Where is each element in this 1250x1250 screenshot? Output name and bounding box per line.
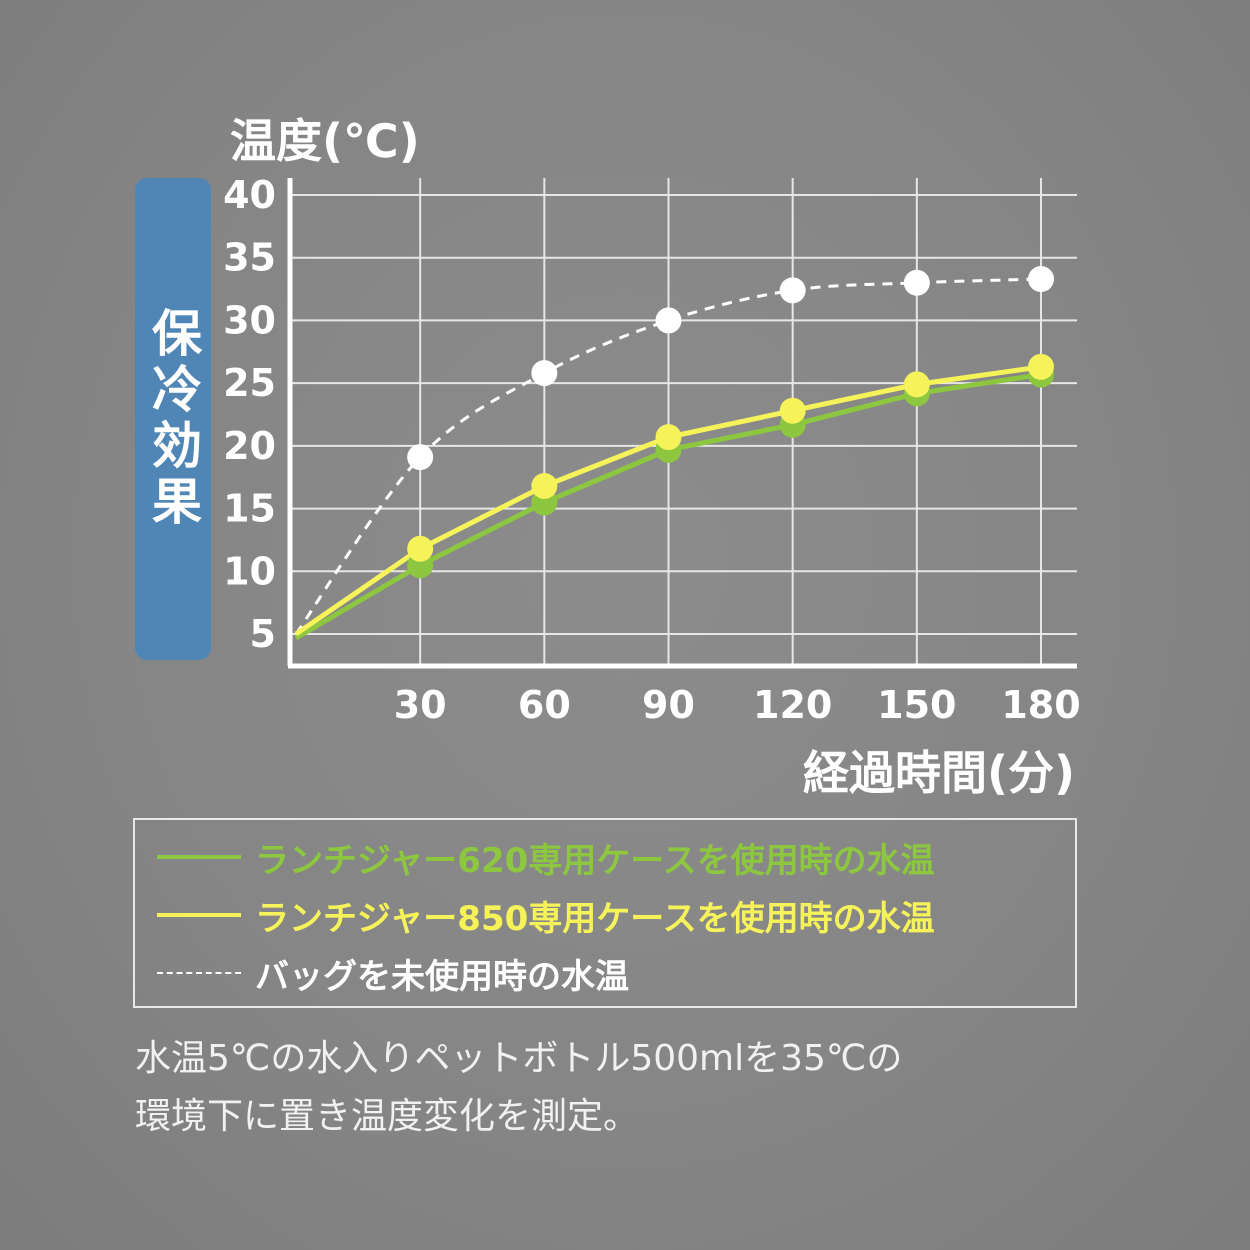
marker-no-bag-180 (1028, 266, 1054, 293)
y-tick-40: 40 (223, 173, 276, 217)
marker-no-bag-120 (779, 277, 806, 304)
x-tick-60: 60 (518, 683, 571, 727)
y-tick-10: 10 (223, 549, 276, 593)
legend-item-620: ランチジャー620専用ケースを使用時の水温 (157, 833, 935, 881)
legend-item-850: ランチジャー850専用ケースを使用時の水温 (157, 891, 935, 939)
legend-item-no-bag: バッグを未使用時の水温 (157, 949, 629, 997)
marker-850-90 (655, 424, 682, 451)
x-tick-30: 30 (394, 683, 447, 727)
line-chart: 40 35 30 25 20 15 10 5 30 60 90 120 150 180 温度(℃) 経過… (223, 114, 1081, 800)
y-tick-15: 15 (223, 487, 276, 531)
marker-no-bag-30 (407, 444, 434, 471)
legend-swatch-no-bag (157, 972, 241, 974)
y-tick-5: 5 (250, 612, 276, 656)
legend-swatch-850 (157, 913, 241, 917)
legend-label-620: ランチジャー620専用ケースを使用時の水温 (255, 840, 935, 881)
marker-850-60 (531, 472, 558, 499)
y-tick-labels: 40 35 30 25 20 15 10 5 (223, 173, 276, 656)
marker-no-bag-150 (903, 269, 930, 296)
measurement-note: 水温5℃の水入りペットボトル500mlを35℃の 環境下に置き温度変化を測定。 (135, 1030, 1135, 1146)
marker-850-150 (903, 371, 930, 398)
legend: ランチジャー620専用ケースを使用時の水温 ランチジャー850専用ケースを使用時… (133, 818, 1077, 1008)
data-markers (407, 266, 1054, 579)
cooling-effect-badge: 保冷効果 (135, 178, 211, 660)
note-line-1: 水温5℃の水入りペットボトル500mlを35℃の (135, 1038, 903, 1079)
legend-label-no-bag: バッグを未使用時の水温 (255, 956, 629, 997)
y-tick-35: 35 (223, 236, 276, 280)
marker-850-120 (779, 397, 806, 424)
marker-no-bag-90 (655, 307, 682, 334)
note-line-2: 環境下に置き温度変化を測定。 (135, 1096, 640, 1137)
y-tick-25: 25 (223, 361, 276, 405)
x-tick-150: 150 (877, 683, 956, 727)
legend-swatch-620 (157, 855, 241, 859)
marker-850-180 (1028, 353, 1054, 380)
x-tick-180: 180 (1001, 683, 1080, 727)
marker-850-30 (407, 535, 434, 562)
grid-lines (290, 178, 1077, 666)
x-tick-90: 90 (642, 683, 695, 727)
badge-label: 保冷効果 (144, 307, 202, 531)
marker-no-bag-60 (531, 360, 558, 387)
y-tick-20: 20 (223, 424, 276, 468)
x-tick-labels: 30 60 90 120 150 180 (394, 683, 1081, 727)
legend-label-850: ランチジャー850専用ケースを使用時の水温 (255, 898, 935, 939)
axes (287, 178, 1077, 669)
x-tick-120: 120 (753, 683, 832, 727)
y-axis-title: 温度(℃) (230, 114, 420, 168)
x-axis-title: 経過時間(分) (803, 746, 1075, 800)
y-tick-30: 30 (223, 298, 276, 342)
